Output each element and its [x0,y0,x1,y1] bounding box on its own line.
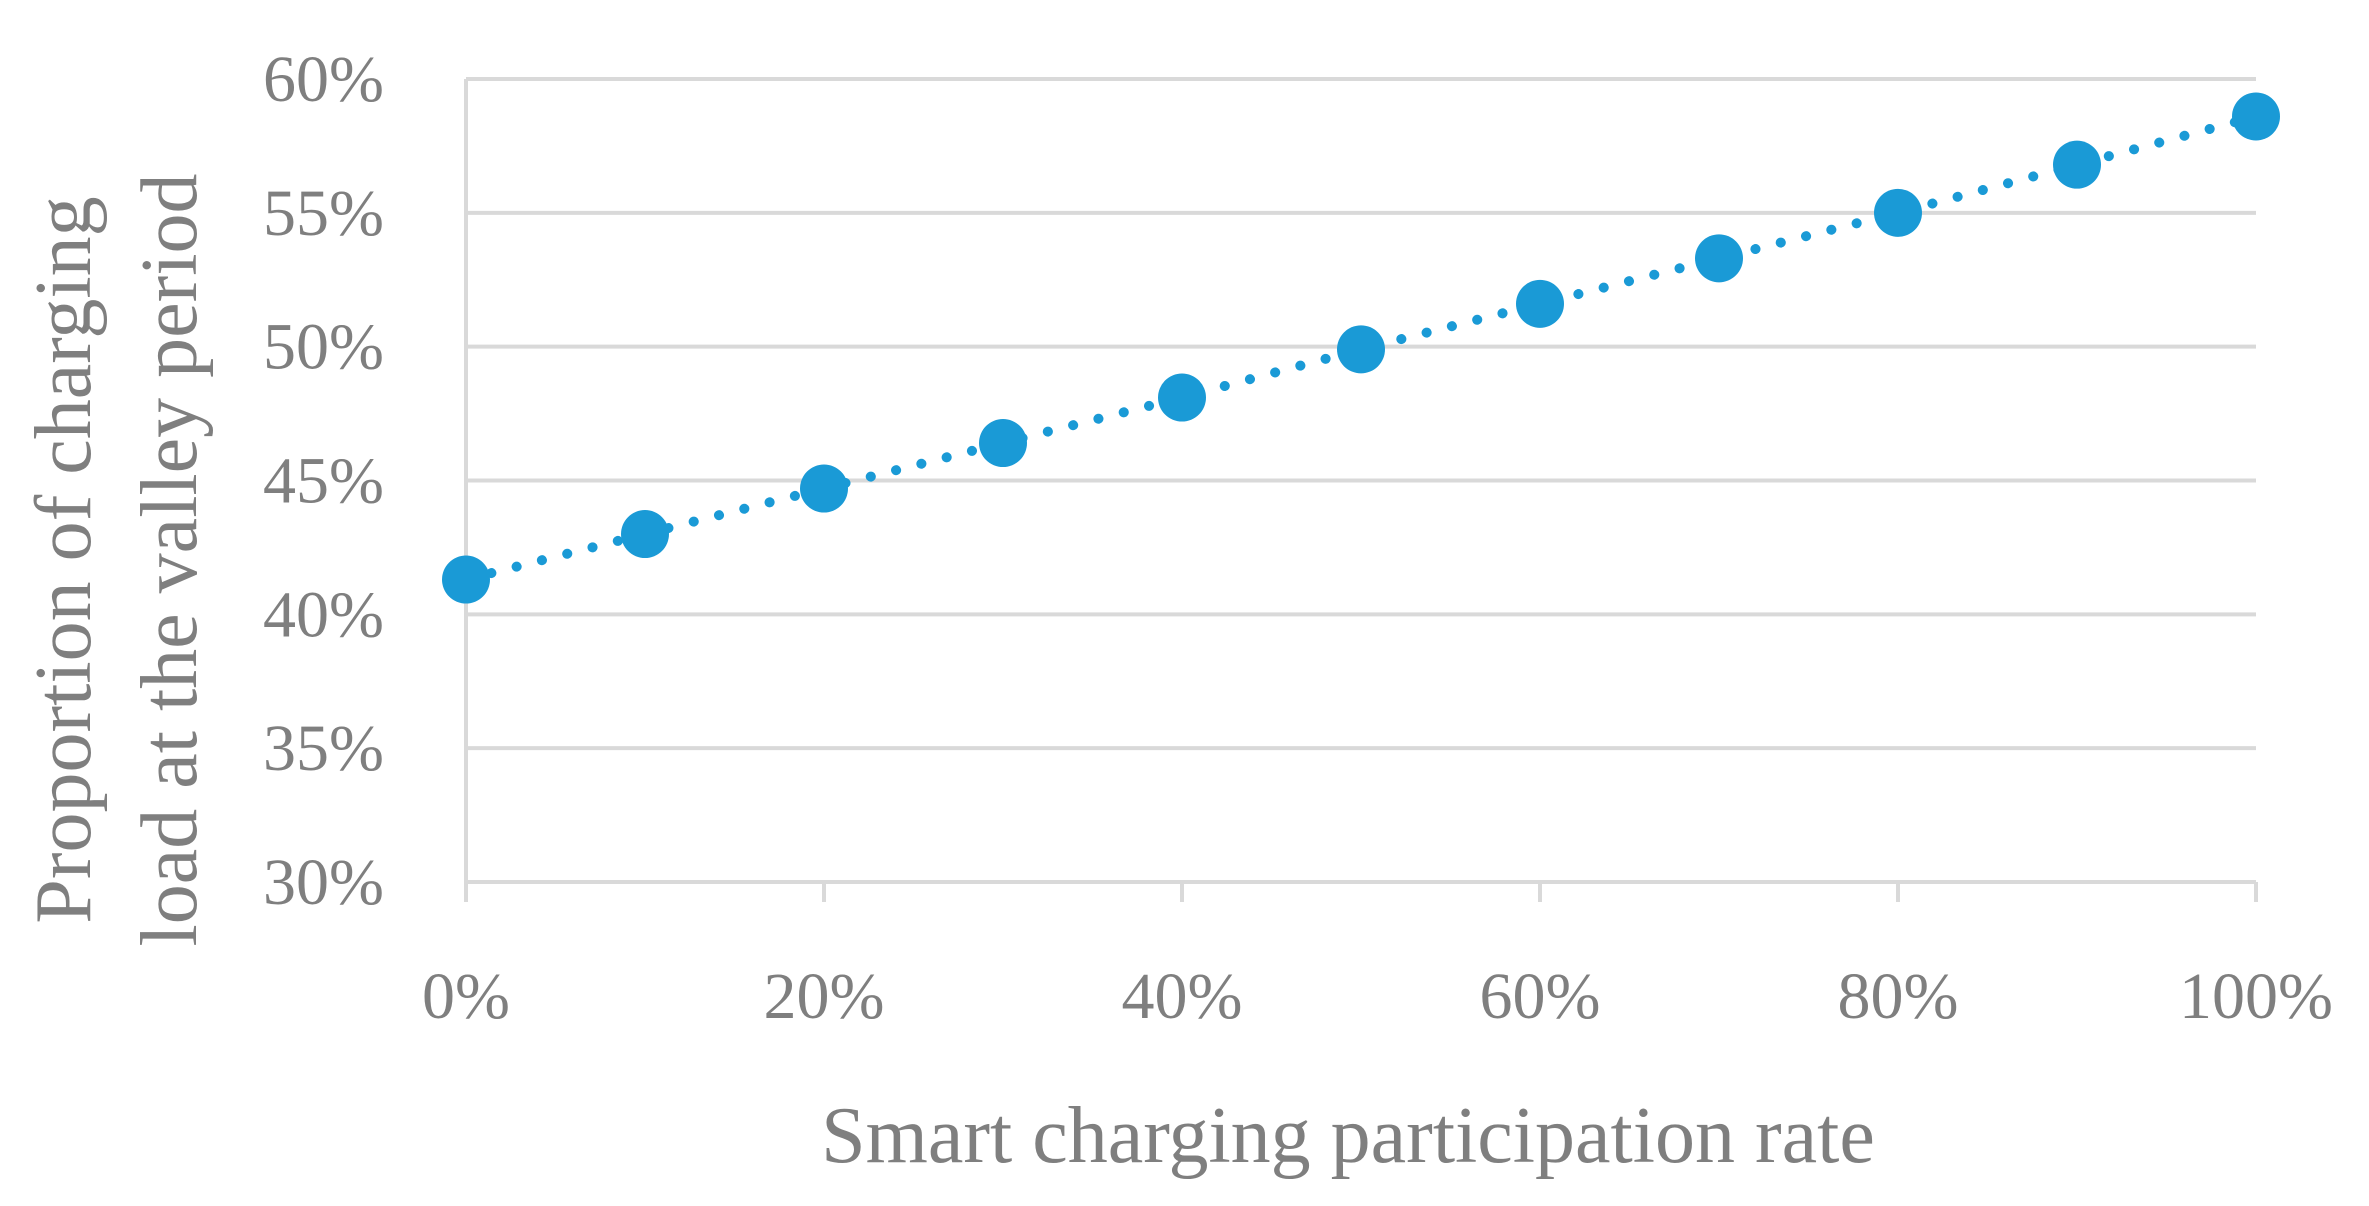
data-point [2053,140,2101,189]
y-tick-label: 40% [263,578,384,651]
y-axis-title-line-1: Proportion of charging [20,196,108,923]
y-tick-label: 55% [263,177,384,250]
y-tick-label: 60% [263,43,384,116]
data-point [2232,92,2280,141]
data-point [1695,234,1743,283]
y-axis-title-line-2: load at the valley period [126,173,214,946]
data-point [800,464,848,513]
data-point [621,510,669,559]
x-tick-label: 40% [1122,960,1243,1033]
y-tick-label: 50% [263,311,384,384]
grid-layer [466,77,2256,751]
data-point [1337,325,1385,374]
series-line [461,111,2261,585]
axis-layer [464,79,2258,902]
x-tick-label: 80% [1838,960,1959,1033]
y-tick-label: 45% [263,445,384,518]
y-tick-label: 35% [263,712,384,785]
data-point [442,555,490,604]
series-layer [442,92,2280,604]
y-tick-label: 30% [263,846,384,919]
data-point [1874,188,1922,237]
data-point [1516,279,1564,328]
data-point [979,419,1027,468]
x-tick-label: 60% [1480,960,1601,1033]
data-point [1158,373,1206,422]
x-tick-label: 100% [2179,960,2333,1033]
x-axis-title: Smart charging participation rate [821,1092,1875,1180]
tick-label-layer: 0% 20% 40% 60% 80% 100% 30% 35% 40% 45% 50% 55% 60% [263,43,2333,1033]
x-tick-label: 0% [422,960,510,1033]
x-tick-label: 20% [764,960,885,1033]
